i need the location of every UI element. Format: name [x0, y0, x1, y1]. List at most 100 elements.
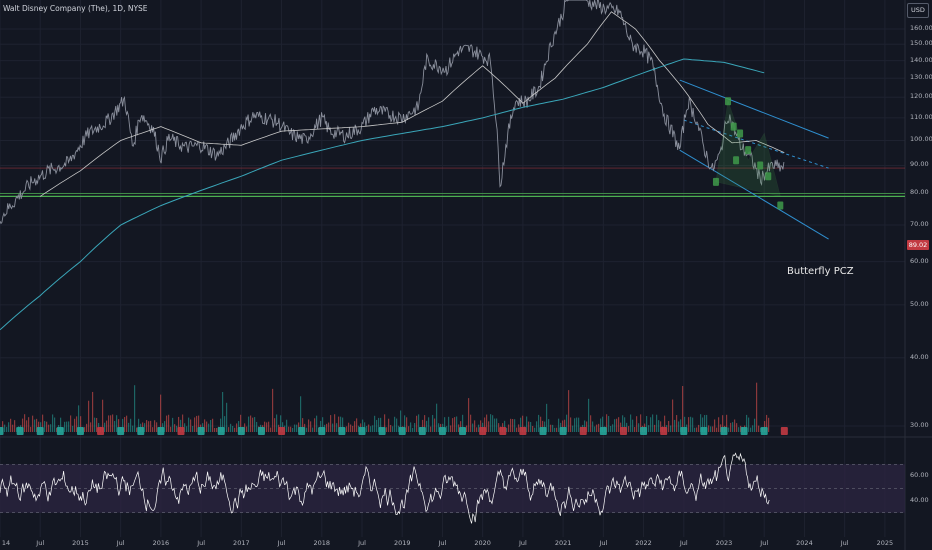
volume-bar [676, 415, 678, 432]
rsi-tick-label: 40.00 [910, 495, 929, 504]
volume-bar [346, 426, 348, 432]
volume-bar [578, 417, 580, 432]
volume-bar [710, 426, 712, 432]
volume-bar [362, 419, 364, 432]
earnings-marker [358, 427, 366, 435]
sma-slow-line [0, 58, 765, 331]
volume-bar [102, 399, 104, 432]
currency-button[interactable]: USD [907, 3, 929, 18]
volume-bar [568, 390, 570, 432]
volume-bar [702, 417, 704, 432]
earnings-marker [640, 427, 648, 435]
time-tick-label: Jul [358, 539, 366, 547]
price-tick-label: 70.00 [910, 220, 929, 229]
earnings-marker [137, 427, 145, 435]
volume-bar [64, 421, 66, 432]
volume-bar [590, 415, 592, 432]
earnings-marker [257, 427, 265, 435]
volume-bar [716, 427, 718, 432]
sma-fast-line [39, 11, 785, 197]
earnings-marker [97, 427, 105, 435]
volume-bar [90, 422, 92, 432]
rsi-pane [0, 452, 905, 524]
volume-bar [530, 422, 532, 432]
volume-bar [658, 420, 660, 432]
volume-bar [184, 423, 186, 432]
volume-bar [234, 427, 236, 432]
volume-bar [302, 418, 304, 432]
price-tick-label: 30.00 [910, 421, 929, 429]
volume-bar [554, 427, 556, 432]
volume-bar [134, 385, 136, 432]
volume-bar [606, 414, 608, 432]
volume-bar [566, 414, 568, 432]
earnings-marker [780, 427, 788, 435]
volume-bar [238, 421, 240, 432]
volume-bar [348, 422, 350, 432]
volume-bar [538, 414, 540, 432]
volume-bar [510, 418, 512, 432]
volume-bar [588, 398, 590, 432]
earnings-marker [0, 427, 4, 435]
volume-bar [654, 424, 656, 432]
earnings-marker [298, 427, 306, 435]
volume-bar [70, 415, 72, 432]
volume-bar [764, 421, 766, 432]
volume-bar [2, 421, 4, 432]
volume-bar [448, 416, 450, 432]
pattern-point-marker [737, 129, 744, 138]
volume-bar [412, 427, 414, 432]
volume-bar [138, 418, 140, 432]
volume-bar [572, 425, 574, 432]
volume-bar [44, 421, 46, 432]
volume-bar [714, 419, 716, 432]
volume-bar [156, 422, 158, 432]
volume-bar [152, 427, 154, 432]
volume-bar [38, 421, 40, 432]
volume-bar [596, 424, 598, 432]
volume-bar [56, 427, 58, 432]
volume-bar [646, 416, 648, 432]
volume-bar [738, 427, 740, 432]
time-tick-label: Jul [36, 539, 45, 547]
volume-bar [630, 414, 632, 432]
volume-bar [430, 426, 432, 432]
volume-bar [198, 415, 200, 432]
volume-bar [214, 427, 216, 432]
volume-bar [586, 421, 588, 432]
volume-bar [688, 417, 690, 432]
volume-bar [680, 419, 682, 432]
volume-bar [404, 415, 406, 432]
volume-bar [188, 417, 190, 432]
volume-bar [452, 418, 454, 432]
volume-bar [516, 427, 518, 432]
earnings-marker [197, 427, 205, 435]
volume-bar [240, 414, 242, 432]
price-tick-label: 160.00 [910, 24, 932, 32]
volume-bar [758, 425, 760, 432]
time-tick-label: Jul [760, 539, 769, 547]
volume-bar [484, 417, 486, 432]
earnings-marker [519, 427, 527, 435]
earnings-marker [237, 427, 245, 435]
earnings-marker [499, 427, 507, 435]
volume-bar [34, 419, 36, 432]
volume-bar [160, 394, 162, 432]
symbol-title[interactable]: Walt Disney Company (The), 1D, NYSE [3, 4, 148, 13]
price-tick-label: 120.00 [910, 92, 932, 101]
volume-bar [394, 416, 396, 432]
pattern-point-marker [757, 161, 764, 170]
earnings-marker [619, 427, 627, 435]
volume-bar [88, 400, 90, 432]
volume-bar [232, 425, 234, 432]
volume-bar [640, 414, 642, 432]
volume-bar [236, 423, 238, 432]
volume-bar [480, 420, 482, 432]
volume-bar [136, 427, 138, 432]
volume-bar [752, 425, 754, 432]
price-series [0, 0, 785, 331]
volume-bar [712, 426, 714, 432]
earnings-marker [16, 427, 24, 435]
volume-bar [6, 426, 8, 432]
